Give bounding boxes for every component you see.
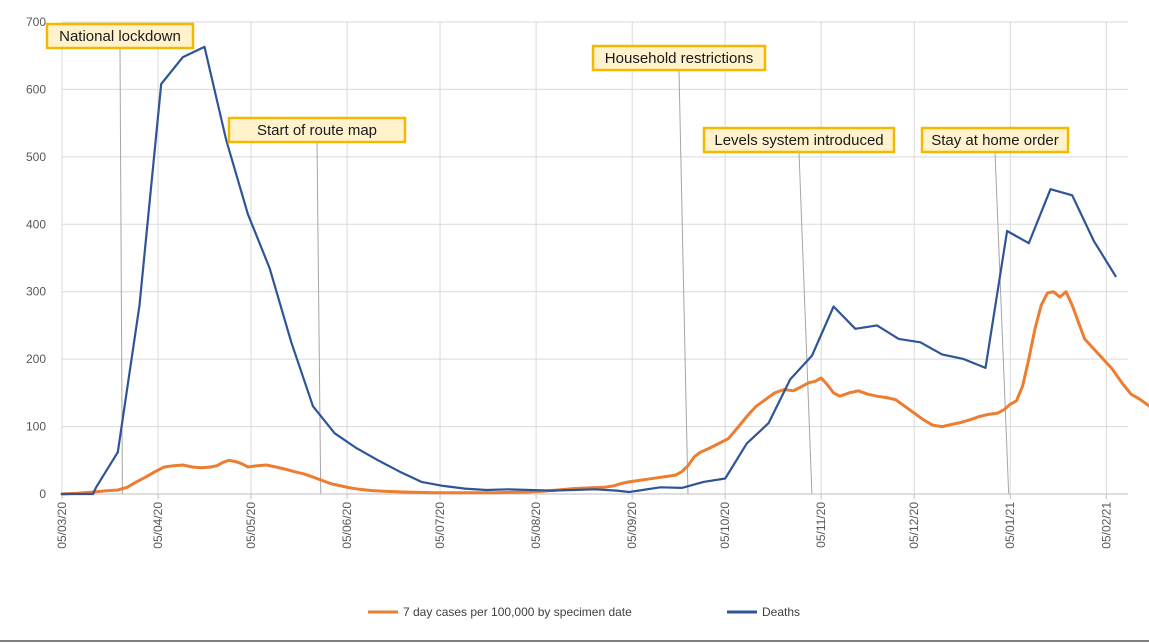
bottom-divider <box>0 640 1149 642</box>
y-tick-label: 300 <box>26 285 46 299</box>
x-tick-label: 05/12/20 <box>907 502 921 549</box>
x-tick-label: 05/05/20 <box>244 502 258 549</box>
annotation-label: Stay at home order <box>931 132 1059 149</box>
y-tick-label: 200 <box>26 352 46 366</box>
x-tick-label: 05/09/20 <box>625 502 639 549</box>
x-tick-label: 05/01/21 <box>1003 502 1017 549</box>
legend-label-deaths: Deaths <box>762 605 800 619</box>
annotation-lines <box>119 47 1010 495</box>
axes: 0 100 200 300 400 500 600 700 05/03/20 05/04/20 05… <box>26 15 1128 549</box>
x-tick-label: 05/08/20 <box>529 502 543 549</box>
annotation-line <box>678 69 689 495</box>
x-tick-label: 05/02/21 <box>1099 502 1113 549</box>
x-tick-label: 05/04/20 <box>151 502 165 549</box>
series-line-deaths <box>60 45 1117 496</box>
annotation-box <box>702 126 896 154</box>
annotation-box <box>920 126 1070 154</box>
x-tick-label: 05/10/20 <box>718 502 732 549</box>
x-tick-label: 05/11/20 <box>814 502 828 548</box>
annotation-line <box>994 151 1010 495</box>
annotation-box <box>591 44 767 72</box>
annotation-boxes: National lockdown Start of route map House… <box>45 22 1070 154</box>
series-lines <box>60 45 1149 496</box>
annotation-line <box>798 151 813 495</box>
x-tick-label: 05/03/20 <box>55 502 69 549</box>
annotation-label: Household restrictions <box>605 50 753 67</box>
annotation-label: National lockdown <box>59 28 181 45</box>
y-tick-label: 700 <box>26 15 46 29</box>
y-tick-label: 100 <box>26 420 46 434</box>
annotation-label: Levels system introduced <box>714 132 883 149</box>
y-tick-label: 400 <box>26 217 46 231</box>
x-tick-label: 05/06/20 <box>340 502 354 549</box>
x-tick-label: 05/07/20 <box>433 502 447 549</box>
legend-label-cases: 7 day cases per 100,000 by specimen date <box>403 605 632 619</box>
gridlines <box>61 21 1128 494</box>
y-tick-label: 500 <box>26 150 46 164</box>
legend: 7 day cases per 100,000 by specimen date… <box>368 605 800 619</box>
annotation-box <box>45 22 195 50</box>
series-line-cases <box>60 290 1149 496</box>
y-tick-label: 0 <box>39 487 46 501</box>
annotation-label: Start of route map <box>257 122 377 139</box>
y-tick-label: 600 <box>26 82 46 96</box>
annotation-line <box>316 141 322 495</box>
annotation-box <box>227 116 407 144</box>
